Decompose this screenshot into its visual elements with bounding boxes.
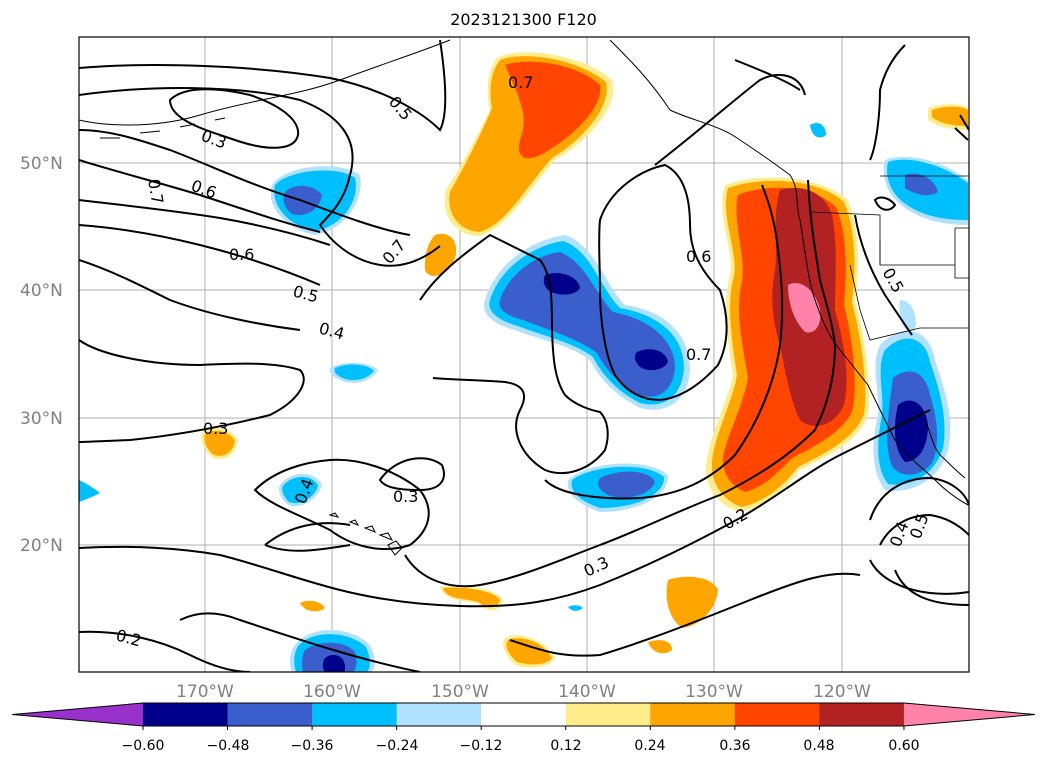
lon-label: 170°W bbox=[176, 682, 234, 702]
contour-label: 0.6 bbox=[229, 245, 254, 264]
longitude-labels: 170°W 160°W 150°W 140°W 130°W 120°W bbox=[176, 682, 871, 702]
colorbar-segment bbox=[12, 703, 143, 726]
map-area: 0.7 0.5 0.3 0.7 0.6 0.6 0.5 0.4 0.7 0.6 … bbox=[79, 37, 969, 672]
borders bbox=[809, 175, 969, 341]
colorbar-segment bbox=[565, 703, 651, 726]
colorbar-tick-label: 0.60 bbox=[888, 738, 919, 754]
colorbar-segment bbox=[734, 703, 820, 726]
lon-label: 130°W bbox=[685, 682, 743, 702]
colorbar-segment bbox=[819, 703, 905, 726]
lon-label: 140°W bbox=[558, 682, 616, 702]
lat-label: 20°N bbox=[20, 536, 63, 556]
hawaii-islands bbox=[328, 512, 403, 556]
colorbar-tick-label: −0.48 bbox=[207, 738, 250, 754]
colorbar-tick-label: 0.36 bbox=[719, 738, 750, 754]
colorbar-segment bbox=[903, 703, 1035, 726]
colorbar-segment bbox=[312, 703, 398, 726]
colorbar-segment bbox=[143, 703, 229, 726]
max-positive-core bbox=[788, 282, 821, 333]
contour-label: 0.6 bbox=[686, 247, 711, 266]
colorbar-segment bbox=[650, 703, 736, 726]
contour-lines bbox=[79, 39, 969, 672]
contour-label: 0.7 bbox=[144, 177, 167, 205]
contour-label: 0.3 bbox=[203, 419, 228, 438]
lon-label: 120°W bbox=[813, 682, 871, 702]
north-america-coast bbox=[609, 39, 969, 506]
coastlines bbox=[79, 39, 969, 556]
colorbar-tick-label: −0.12 bbox=[460, 738, 503, 754]
colorbar-tick-label: 0.12 bbox=[550, 738, 581, 754]
colorbar-segment bbox=[481, 703, 567, 726]
lon-label: 160°W bbox=[303, 682, 361, 702]
map-frame bbox=[78, 36, 970, 673]
colorbar: −0.60 −0.48 −0.36 −0.24 −0.12 0.12 0.24 … bbox=[11, 702, 1036, 754]
lon-label: 150°W bbox=[431, 682, 489, 702]
colorbar-tick-label: −0.60 bbox=[122, 738, 165, 754]
map-title: 2023121300 F120 bbox=[450, 10, 597, 29]
lat-label: 40°N bbox=[20, 281, 63, 301]
colorbar-segment bbox=[396, 703, 482, 726]
colorbar-tick-label: −0.36 bbox=[291, 738, 334, 754]
latitude-labels: 50°N 40°N 30°N 20°N bbox=[20, 154, 63, 556]
lat-label: 50°N bbox=[20, 154, 63, 174]
colorbar-segment bbox=[227, 703, 313, 726]
contour-label: 0.3 bbox=[393, 487, 418, 506]
contour-label: 0.7 bbox=[686, 345, 711, 364]
colorbar-tickmarks bbox=[142, 726, 905, 730]
negative-anomaly-fills bbox=[79, 123, 968, 672]
contour-label: 0.7 bbox=[508, 73, 533, 92]
colorbar-tick-label: 0.48 bbox=[803, 738, 834, 754]
colorbar-segments bbox=[12, 703, 1035, 726]
aleutian-coast bbox=[79, 39, 451, 126]
colorbar-tick-label: −0.24 bbox=[376, 738, 419, 754]
lat-label: 30°N bbox=[20, 409, 63, 429]
colorbar-tick-label: 0.24 bbox=[634, 738, 665, 754]
colorbar-tick-labels: −0.60 −0.48 −0.36 −0.24 −0.12 0.12 0.24 … bbox=[122, 738, 920, 754]
colorbar-outline bbox=[11, 702, 1036, 727]
